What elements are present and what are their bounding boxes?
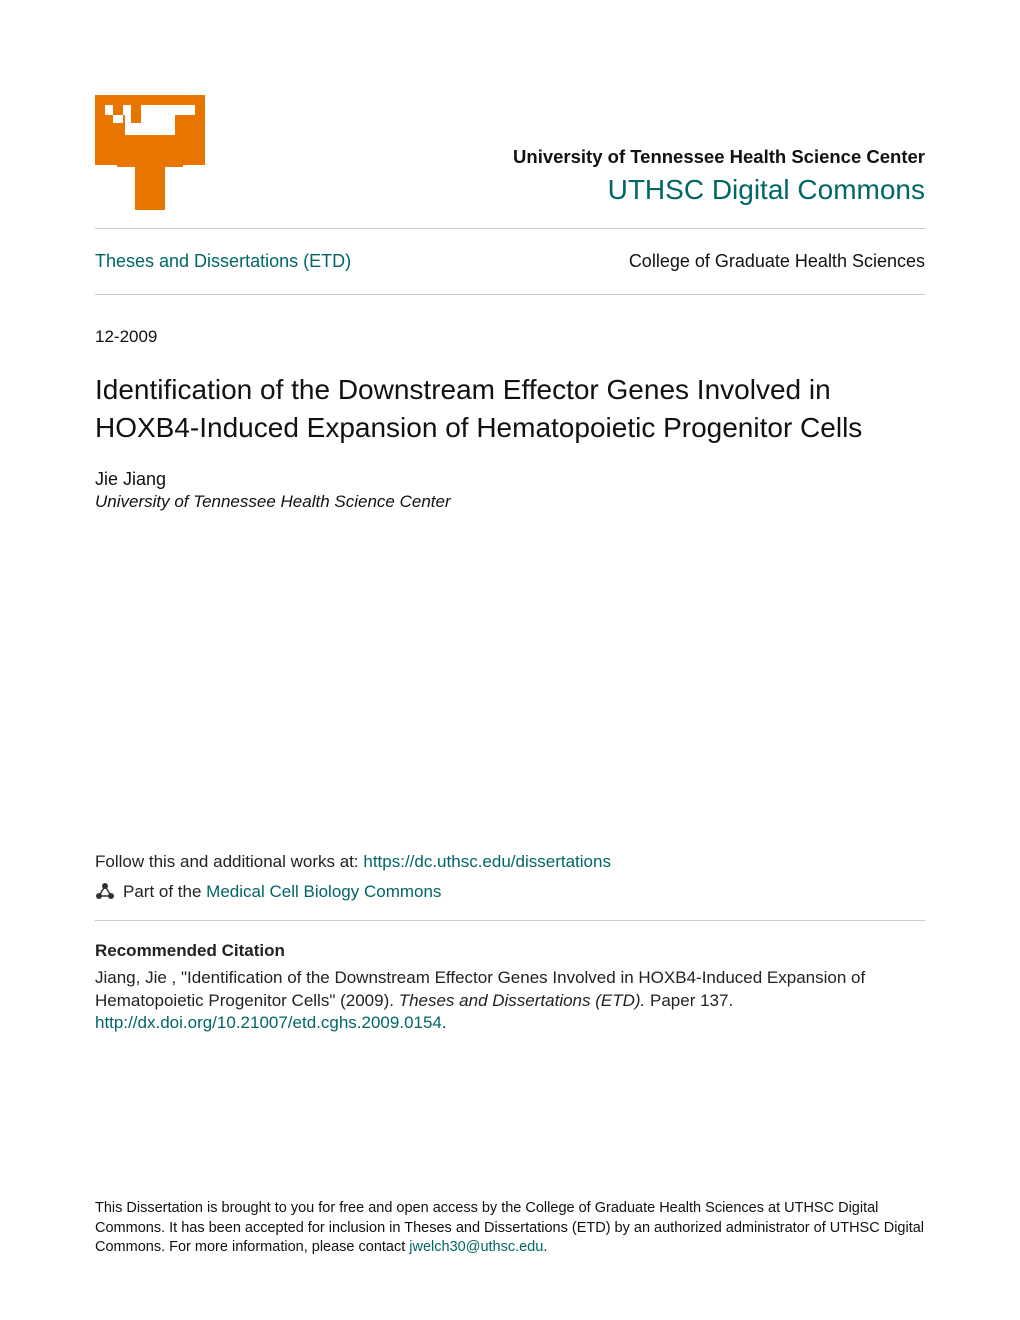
citation-period: . (442, 1013, 447, 1032)
partof-prefix: Part of the (123, 882, 206, 901)
follow-line: Follow this and additional works at: htt… (95, 852, 925, 872)
content-spacer (95, 512, 925, 852)
citation-italic: Theses and Dissertations (ETD). (399, 991, 646, 1010)
publication-date: 12-2009 (95, 327, 925, 347)
network-icon (95, 882, 115, 902)
citation-text: Jiang, Jie , "Identification of the Down… (95, 967, 925, 1036)
paper-title: Identification of the Downstream Effecto… (95, 371, 925, 447)
partof-text: Part of the Medical Cell Biology Commons (123, 882, 441, 902)
divider-citation (95, 920, 925, 921)
author-affiliation: University of Tennessee Health Science C… (95, 492, 925, 512)
citation-section: Recommended Citation Jiang, Jie , "Ident… (95, 941, 925, 1036)
collection-name: College of Graduate Health Sciences (629, 251, 925, 272)
subheader: Theses and Dissertations (ETD) College o… (95, 229, 925, 294)
commons-link[interactable]: Medical Cell Biology Commons (206, 882, 441, 901)
citation-heading: Recommended Citation (95, 941, 925, 961)
footer-text: This Dissertation is brought to you for … (95, 1199, 925, 1258)
page-header: University of Tennessee Health Science C… (95, 95, 925, 228)
repository-link[interactable]: UTHSC Digital Commons (608, 174, 925, 205)
series-link[interactable]: Theses and Dissertations (ETD) (95, 251, 351, 272)
author-name: Jie Jiang (95, 469, 925, 490)
ut-logo (95, 95, 205, 210)
doi-link[interactable]: http://dx.doi.org/10.21007/etd.cghs.2009… (95, 1013, 442, 1032)
contact-email-link[interactable]: jwelch30@uthsc.edu (409, 1239, 543, 1255)
footer-period: . (543, 1239, 547, 1255)
follow-prefix: Follow this and additional works at: (95, 852, 363, 871)
institution-name: University of Tennessee Health Science C… (513, 146, 925, 168)
follow-url-link[interactable]: https://dc.uthsc.edu/dissertations (363, 852, 611, 871)
partof-line: Part of the Medical Cell Biology Commons (95, 882, 925, 902)
citation-after: Paper 137. (645, 991, 733, 1010)
divider-bottom (95, 294, 925, 295)
header-text: University of Tennessee Health Science C… (513, 146, 925, 210)
